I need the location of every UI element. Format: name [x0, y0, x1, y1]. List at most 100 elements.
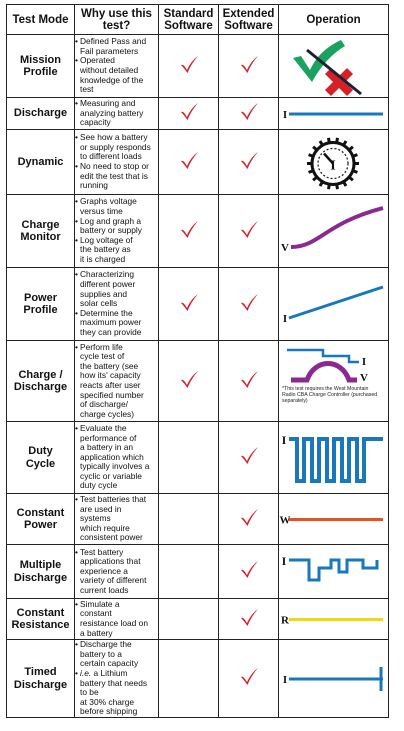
standard-software-cell — [158, 34, 219, 98]
timed-discharge-line-icon: I — [283, 666, 383, 691]
extended-software-cell — [218, 639, 279, 718]
standard-software-cell — [158, 598, 219, 640]
operation-cell: I — [278, 544, 389, 599]
why-text: Discharge the battery to a certain capac… — [80, 639, 139, 669]
checkmark-icon — [240, 561, 258, 578]
why-text: i.e. a Lithium battery that needs to be … — [80, 667, 148, 717]
why-bullet-item: • Defined Pass and Fail parameters — [75, 36, 158, 56]
table-row: Duty Cycle • Evaluate the performance of a… — [6, 421, 389, 494]
operation-label-top-5: I — [362, 356, 366, 368]
extended-software-cell — [218, 493, 279, 545]
extended-software-cell — [218, 598, 279, 640]
checkmark-icon — [240, 220, 258, 238]
why-bullet-item: • See how a battery or supply responds to… — [75, 132, 158, 162]
bullet-icon: • — [75, 667, 78, 678]
operation-label-3: V — [281, 242, 289, 254]
header-row: Test Mode Why use this test? Standard So… — [6, 4, 389, 35]
why-bullet-item: • Characterizing different power supplies… — [75, 270, 158, 308]
operation-cell: I V *This test requires the West Mountain … — [278, 340, 389, 422]
extended-software-cell — [218, 34, 279, 98]
extended-software-cell — [218, 340, 279, 422]
bullet-icon: • — [75, 132, 78, 143]
checkmark-icon — [240, 608, 258, 626]
bullet-icon: • — [75, 639, 78, 650]
why-text: Evaluate the performance of a battery in… — [80, 422, 150, 491]
why-use-cell: • Graphs voltage versus time • Log and grap… — [74, 194, 159, 268]
operation-label-6: I — [282, 433, 287, 447]
test-mode-table: Test Mode Why use this test? Standard So… — [6, 4, 389, 718]
standard-software-cell — [158, 194, 219, 268]
test-mode-name: Constant Power — [6, 493, 75, 545]
table-row: Multiple Discharge • Test battery applicat… — [6, 544, 389, 599]
why-text: Simulate a constant resistance load on a… — [80, 598, 148, 638]
why-use-cell: • Defined Pass and Fail parameters • Operat… — [74, 34, 159, 98]
why-text: Log and graph a battery or supply — [80, 215, 142, 236]
why-bullet-item: • i.e. a Lithium battery that needs to be… — [75, 667, 158, 717]
why-bullet-item: • Graphs voltage versus time — [75, 197, 158, 216]
rising-voltage-curve-icon: V — [281, 205, 384, 254]
why-bullet-item: • Evaluate the performance of a battery i… — [75, 422, 158, 491]
checkmark-icon — [240, 55, 258, 73]
constant-current-line-icon: I — [283, 109, 383, 121]
bullet-icon: • — [75, 234, 78, 245]
operation-label-7: W — [280, 514, 291, 526]
bullet-icon: • — [75, 55, 78, 66]
why-bullet-item: • Test batteries that are used in systems… — [75, 494, 158, 543]
bullet-icon: • — [75, 422, 78, 433]
constant-power-line-icon: W — [280, 514, 383, 526]
why-bullet-item: • Operated without detailed knowledge of … — [75, 56, 158, 94]
why-use-cell: • Discharge the battery to a certain capa… — [74, 639, 159, 718]
bullet-icon: • — [75, 36, 78, 47]
standard-software-cell — [158, 129, 219, 195]
operation-label-1: I — [283, 109, 287, 121]
table-row: Charge Monitor • Graphs voltage versus tim… — [6, 194, 389, 268]
table-row: Discharge • Measuring and analyzing batter… — [6, 97, 389, 130]
test-mode-name: Timed Discharge — [6, 639, 75, 718]
operation-cell: I — [278, 639, 389, 718]
square-wave-icon: I — [282, 433, 383, 483]
operation-cell: W — [278, 493, 389, 545]
bullet-icon: • — [75, 269, 78, 280]
bullet-icon: • — [75, 215, 78, 226]
gauge-dial-icon: I — [307, 137, 359, 189]
header-test-mode: Test Mode — [6, 4, 75, 35]
table-row: Power Profile • Characterizing different p… — [6, 267, 389, 341]
bullet-icon: • — [75, 307, 78, 318]
operation-cell: R — [278, 598, 389, 640]
why-bullet-item: • Log voltage of the battery as it is cha… — [75, 234, 158, 265]
header-extended: Extended Software — [218, 4, 279, 35]
step-waveform-icon: I — [282, 554, 379, 581]
standard-software-cell — [158, 97, 219, 130]
why-text: Defined Pass and Fail parameters — [80, 36, 147, 56]
header-operation: Operation — [278, 4, 389, 35]
why-text: Log voltage of the battery as it is char… — [80, 234, 133, 264]
why-text: Determine the maximum power they can pro… — [80, 307, 142, 337]
extended-software-cell — [218, 194, 279, 268]
bullet-icon: • — [75, 196, 78, 207]
operation-cell: I — [278, 421, 389, 494]
why-bullet-item: • Determine the maximum power they can pr… — [75, 307, 158, 338]
test-mode-name: Mission Profile — [6, 34, 75, 98]
checkmark-icon — [240, 508, 258, 526]
standard-software-cell — [158, 267, 219, 341]
why-text: No need to stop or edit the test that is… — [80, 161, 149, 191]
checkmark-icon — [180, 103, 198, 120]
extended-software-cell — [218, 421, 279, 494]
why-text: Measuring and analyzing battery capacity — [80, 98, 144, 128]
checkmark-icon — [240, 103, 258, 120]
extended-software-cell — [218, 544, 279, 599]
extended-software-cell — [218, 97, 279, 130]
standard-software-cell — [158, 544, 219, 599]
operation-cell: I — [278, 267, 389, 341]
why-bullet-item: • Test battery applications that experien… — [75, 547, 158, 596]
rising-ramp-line-icon: I — [283, 285, 384, 325]
why-use-cell: • Test battery applications that experien… — [74, 544, 159, 599]
operation-label-4: I — [283, 313, 287, 325]
why-bullet-item: • Discharge the battery to a certain capa… — [75, 639, 158, 669]
test-mode-name: Power Profile — [6, 267, 75, 341]
why-text: Operated without detailed knowledge of t… — [80, 55, 144, 95]
why-text: Graphs voltage versus time — [80, 196, 137, 217]
test-mode-name: Charge / Discharge — [6, 340, 75, 422]
table-row: Constant Resistance • Simulate a constant … — [6, 598, 389, 640]
operation-cell: V — [278, 194, 389, 268]
